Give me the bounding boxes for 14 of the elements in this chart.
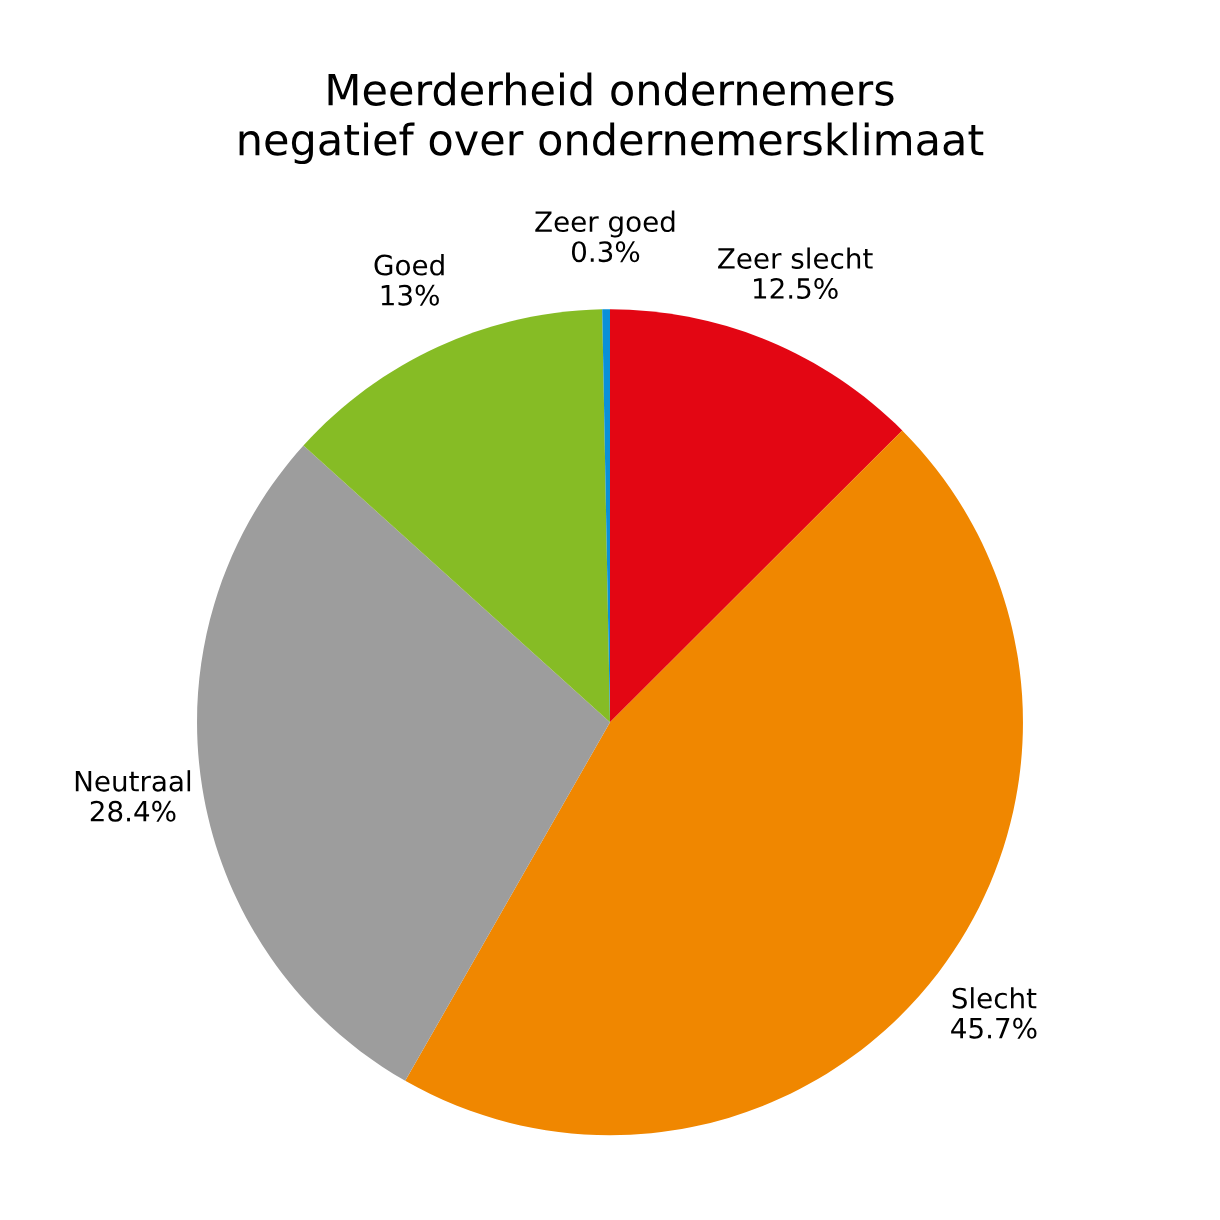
slice-label: Zeer goed: [535, 210, 675, 238]
data-label: 0.3%: [571, 241, 640, 263]
slice-label: Goed: [374, 254, 444, 276]
slice-label: Slecht: [952, 987, 1037, 1009]
slice-label: Zeer slecht: [718, 247, 873, 269]
data-label: 12.5%: [754, 277, 838, 299]
slice-label: Neutraal: [75, 770, 191, 792]
pie-slice: [610, 309, 903, 723]
pie-slice: [197, 445, 610, 1081]
data-label: 45.7%: [951, 1017, 1037, 1039]
chart-title: Meerderheid ondernemers negatief over ondernemersklimaat: [239, 72, 984, 165]
data-label: 13%: [381, 284, 439, 306]
pie-slice: [303, 309, 610, 723]
data-label: 28.4%: [90, 800, 176, 822]
